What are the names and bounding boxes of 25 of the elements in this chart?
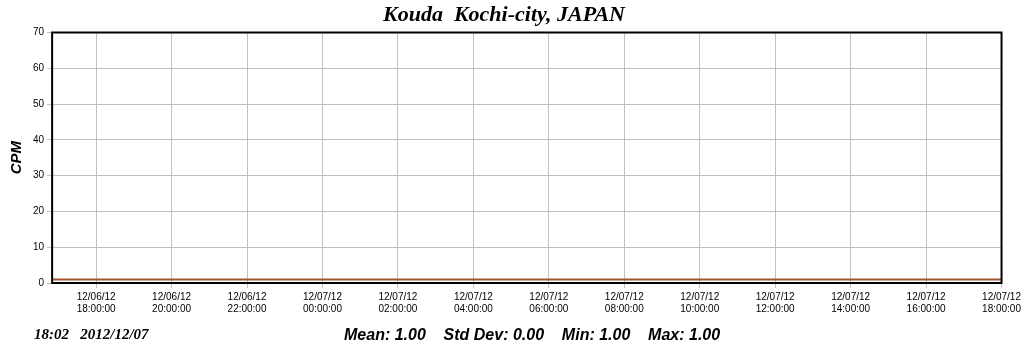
y-tick-label: 60 <box>33 61 45 73</box>
x-tick-label: 12/07/12 04:00:00 <box>453 290 494 314</box>
y-tick-label: 20 <box>33 205 45 217</box>
x-tick-label: 12/07/12 08:00:00 <box>604 290 645 314</box>
y-tick-label: 0 <box>38 276 45 288</box>
x-tick-label: 12/07/12 18:00:00 <box>982 290 1022 314</box>
x-tick-label: 12/07/12 00:00:00 <box>303 290 343 314</box>
y-tick-label: 40 <box>33 133 45 145</box>
y-tick-label: 30 <box>33 169 45 181</box>
y-axis-title: CPM <box>7 140 25 175</box>
x-tick-label: 12/07/12 10:00:00 <box>680 290 720 314</box>
x-tick-label: 12/07/12 16:00:00 <box>906 290 946 314</box>
y-tick-label: 70 <box>33 26 45 38</box>
x-tick-label: 12/07/12 14:00:00 <box>831 290 871 314</box>
chart-title: Kouda Kochi-city, JAPAN <box>382 0 627 26</box>
text: Mean: 1.00 Std Dev: 0.00 Min: 1.00 Max: 1.00 <box>344 325 721 344</box>
y-tick-label: 10 <box>33 240 45 252</box>
y-tick-label: 50 <box>33 97 45 109</box>
x-tick-label: 12/06/12 20:00:00 <box>152 290 192 314</box>
x-tick-label: 12/06/12 18:00:00 <box>76 290 117 314</box>
x-tick-label: 12/07/12 06:00:00 <box>529 290 569 314</box>
x-tick-label: 12/06/12 22:00:00 <box>227 290 267 314</box>
x-tick-label: 12/07/12 12:00:00 <box>755 290 796 314</box>
x-tick-label: 12/07/12 02:00:00 <box>378 290 418 314</box>
text: 18:02 2012/12/07 <box>34 326 150 343</box>
